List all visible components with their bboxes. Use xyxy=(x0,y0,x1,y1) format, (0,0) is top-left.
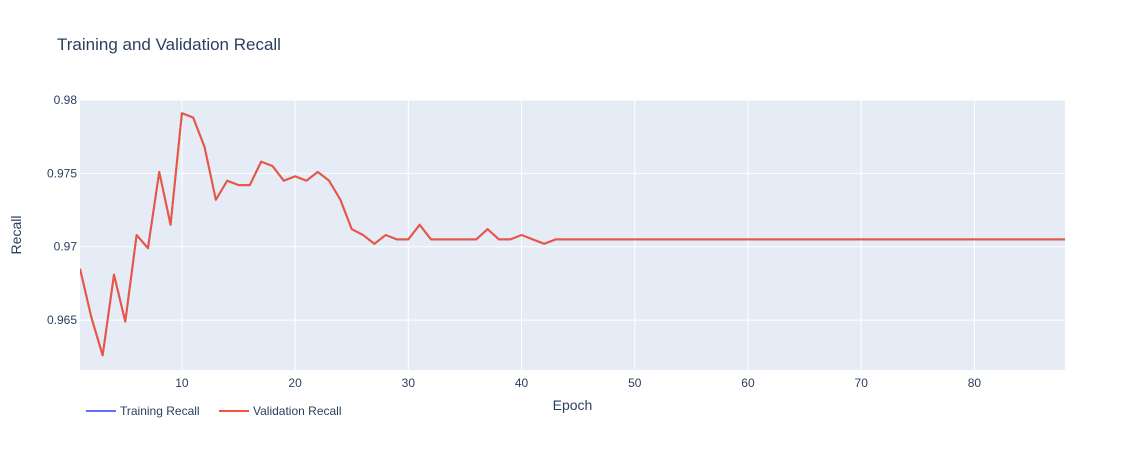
x-tick-label: 40 xyxy=(515,376,529,390)
plot-area xyxy=(80,100,1065,370)
grid-lines xyxy=(80,99,1065,370)
chart-title: Training and Validation Recall xyxy=(57,35,281,54)
x-axis-title: Epoch xyxy=(553,397,593,413)
validation-recall-line xyxy=(80,112,1065,357)
y-tick-label: 0.965 xyxy=(47,313,77,327)
legend-label: Validation Recall xyxy=(253,404,342,418)
x-tick-label: 10 xyxy=(175,376,189,390)
series-lines xyxy=(80,112,1065,357)
x-axis-ticks: 10 20 30 40 50 60 70 80 xyxy=(175,376,981,390)
y-tick-label: 0.98 xyxy=(54,93,78,107)
x-tick-label: 80 xyxy=(968,376,982,390)
y-axis-ticks: 0.965 0.97 0.975 0.98 xyxy=(47,93,77,327)
y-axis-title: Recall xyxy=(8,216,24,255)
x-tick-label: 70 xyxy=(855,376,869,390)
y-tick-label: 0.97 xyxy=(54,240,78,254)
x-tick-label: 20 xyxy=(288,376,302,390)
legend-label: Training Recall xyxy=(120,404,200,418)
legend: Training Recall Validation Recall xyxy=(86,404,342,418)
y-tick-label: 0.975 xyxy=(47,166,77,180)
x-tick-label: 30 xyxy=(402,376,416,390)
x-tick-label: 60 xyxy=(741,376,755,390)
x-tick-label: 50 xyxy=(628,376,642,390)
